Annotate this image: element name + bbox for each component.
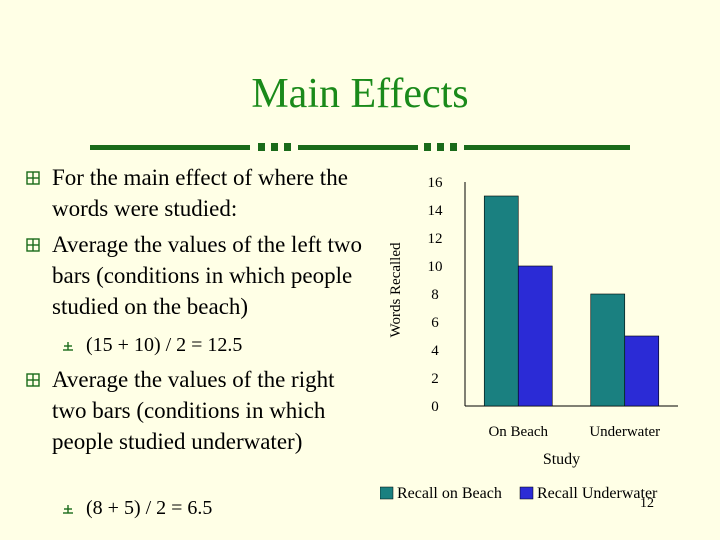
bullet-5-text: (8 + 5) / 2 = 6.5: [86, 497, 213, 519]
bullet-4-text: Average the values of the right two bars…: [52, 367, 335, 454]
bullet-marker-icon: [26, 373, 40, 387]
slide-title: Main Effects: [251, 71, 469, 117]
y-tick-label: 4: [431, 343, 439, 359]
bullet-3-text: (15 + 10) / 2 = 12.5: [86, 334, 243, 356]
y-tick-label: 6: [431, 315, 439, 331]
y-tick-labels: 0 2 4 6 8 10 12 14 16: [428, 175, 444, 415]
bullet-1: For the main effect of where the words w…: [26, 162, 372, 224]
chart-legend: Recall on Beach Recall Underwater: [380, 485, 658, 502]
bullet-4: Average the values of the right two bars…: [26, 364, 372, 457]
x-tick-labels: On Beach Underwater: [488, 424, 660, 440]
y-tick-label: 8: [431, 287, 439, 303]
bar-2-1: [517, 265, 553, 407]
y-tick-label: 14: [428, 203, 444, 219]
sub-bullet-marker-icon: [63, 505, 73, 514]
bullet-list: For the main effect of where the words w…: [26, 162, 372, 524]
y-axis-label: Words Recalled: [388, 242, 404, 338]
bullet-marker-icon: [26, 171, 40, 185]
legend-label: Recall Underwater: [537, 485, 658, 502]
x-tick-label: Underwater: [589, 424, 660, 440]
bar-chart: 0 2 4 6 8 10 12 14 16 On Beach Underwater Words R…: [380, 175, 678, 502]
y-tick-label: 0: [431, 399, 439, 415]
sub-bullet-marker-icon: [63, 342, 73, 351]
y-tick-label: 12: [428, 231, 443, 247]
bar-1-1: [483, 195, 519, 407]
title-divider: [90, 143, 630, 151]
bar-2-2: [624, 335, 660, 407]
bullet-5: (8 + 5) / 2 = 6.5: [63, 493, 366, 524]
bullet-2: Average the values of the left two bars …: [26, 229, 372, 322]
legend-swatch: [380, 486, 394, 500]
x-tick-label: On Beach: [488, 424, 548, 440]
bullet-marker-icon: [26, 238, 40, 252]
y-tick-label: 2: [431, 371, 439, 387]
bullet-3: (15 + 10) / 2 = 12.5: [63, 330, 366, 361]
bullet-2-text: Average the values of the left two bars …: [52, 232, 362, 319]
page-number: 12: [640, 496, 654, 511]
x-axis-label: Study: [543, 451, 580, 468]
bar-1-2: [590, 293, 626, 407]
legend-swatch: [519, 486, 534, 500]
legend-label: Recall on Beach: [397, 485, 502, 502]
y-tick-label: 10: [428, 259, 443, 275]
chart-bars: [483, 195, 660, 407]
y-tick-label: 16: [428, 175, 444, 191]
bullet-1-text: For the main effect of where the words w…: [52, 165, 348, 221]
